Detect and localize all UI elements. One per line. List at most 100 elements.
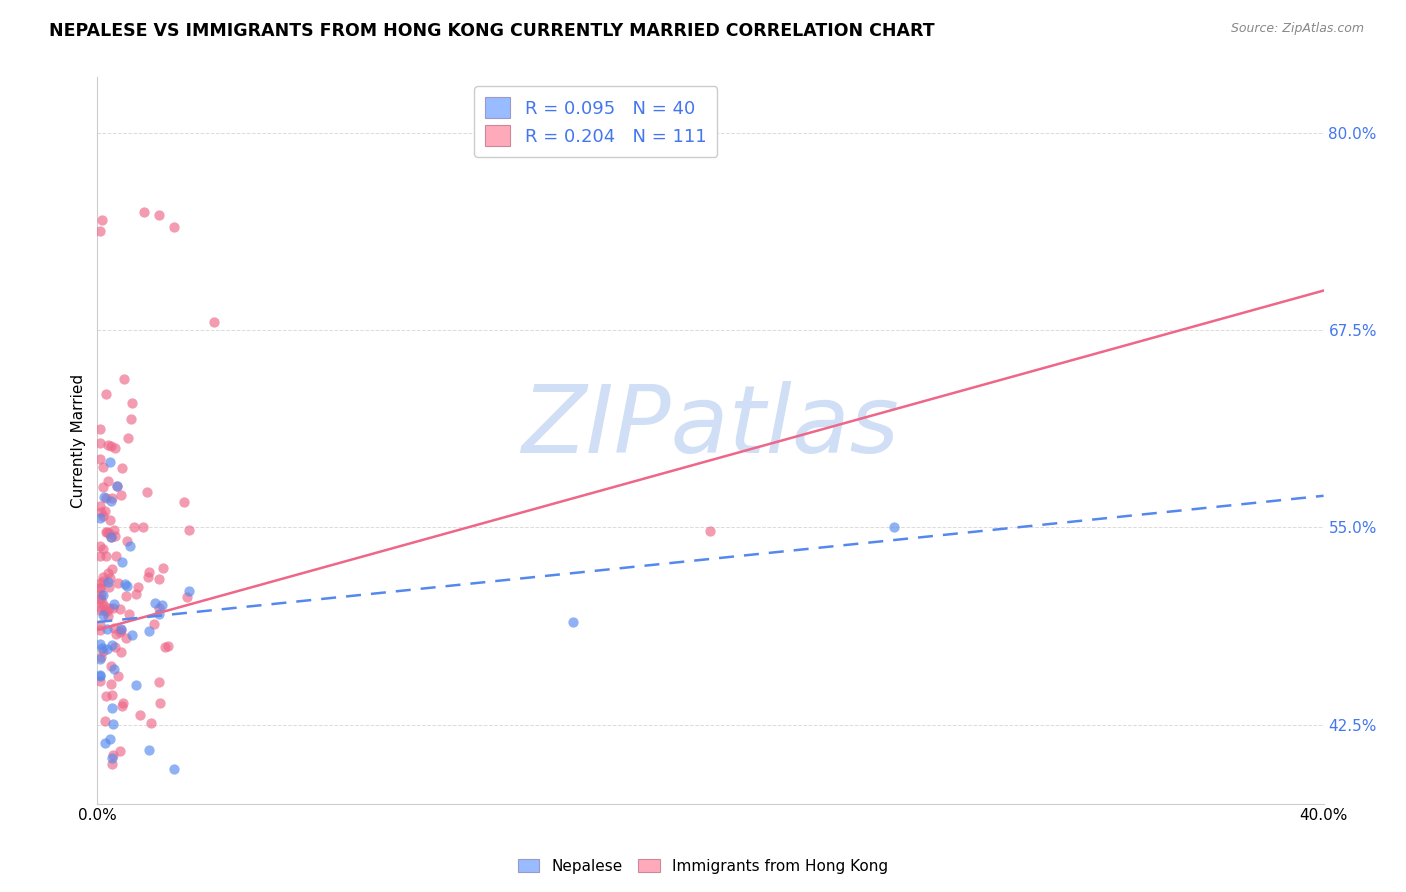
Point [104, 640, 127, 654]
Point [110, 645, 132, 659]
Point [96, 604, 118, 618]
Point [148, 208, 170, 222]
Point [97, 437, 120, 451]
Point [118, 607, 141, 621]
Point [100, 494, 122, 508]
Point [96, 386, 118, 401]
Point [148, 675, 170, 690]
Point [112, 372, 135, 386]
Point [138, 624, 160, 639]
Point [96, 549, 118, 563]
Point [98, 525, 121, 540]
Point [103, 662, 125, 676]
Point [122, 520, 145, 534]
Point [202, 315, 225, 329]
Point [90, 504, 112, 518]
Point [89, 600, 111, 615]
Point [89, 499, 111, 513]
Point [100, 688, 122, 702]
Point [114, 577, 136, 591]
Point [93, 490, 115, 504]
Point [105, 549, 128, 564]
Point [148, 607, 170, 622]
Point [125, 587, 148, 601]
Legend: R = 0.095   N = 40, R = 0.204   N = 111: R = 0.095 N = 40, R = 0.204 N = 111 [474, 87, 717, 157]
Text: ZIPatlas: ZIPatlas [522, 381, 900, 472]
Point [96, 690, 118, 704]
Point [176, 591, 198, 605]
Point [101, 639, 124, 653]
Point [91, 574, 114, 588]
Point [148, 696, 170, 710]
Point [129, 707, 152, 722]
Point [110, 488, 132, 502]
Point [157, 639, 180, 653]
Point [89, 581, 111, 595]
Point [98, 571, 121, 585]
Point [90, 587, 112, 601]
Point [94, 491, 117, 506]
Point [142, 617, 165, 632]
Point [100, 658, 122, 673]
Point [138, 565, 160, 579]
Point [89, 549, 111, 564]
Point [110, 625, 132, 640]
Point [89, 511, 111, 525]
Point [89, 436, 111, 450]
Point [105, 479, 128, 493]
Point [105, 626, 128, 640]
Point [115, 534, 138, 549]
Point [94, 525, 117, 540]
Point [100, 439, 122, 453]
Point [111, 460, 134, 475]
Point [108, 602, 131, 616]
Point [101, 757, 124, 772]
Point [90, 650, 112, 665]
Point [100, 530, 122, 544]
Point [89, 223, 111, 237]
Point [110, 624, 132, 638]
Point [110, 622, 132, 636]
Point [143, 596, 166, 610]
Point [127, 580, 149, 594]
Point [91, 212, 114, 227]
Point [111, 696, 134, 710]
Point [173, 495, 195, 509]
Point [561, 615, 583, 629]
Point [108, 744, 131, 758]
Point [101, 750, 124, 764]
Point [100, 677, 122, 691]
Point [89, 668, 111, 682]
Point [103, 523, 125, 537]
Point [89, 637, 111, 651]
Point [153, 640, 176, 654]
Point [114, 589, 136, 603]
Point [103, 717, 125, 731]
Point [91, 459, 114, 474]
Point [148, 601, 170, 615]
Point [91, 641, 114, 656]
Point [96, 622, 118, 636]
Point [89, 539, 111, 553]
Point [89, 422, 111, 436]
Point [139, 716, 162, 731]
Point [138, 743, 160, 757]
Point [152, 560, 174, 574]
Point [118, 539, 141, 553]
Point [94, 604, 117, 618]
Point [89, 581, 111, 595]
Point [98, 455, 121, 469]
Point [111, 698, 134, 713]
Point [163, 762, 186, 776]
Point [91, 480, 114, 494]
Point [107, 576, 129, 591]
Point [121, 628, 143, 642]
Point [98, 513, 121, 527]
Point [98, 732, 121, 747]
Point [93, 736, 115, 750]
Point [100, 530, 122, 544]
Point [699, 524, 721, 538]
Point [125, 678, 148, 692]
Point [117, 431, 139, 445]
Point [89, 452, 111, 467]
